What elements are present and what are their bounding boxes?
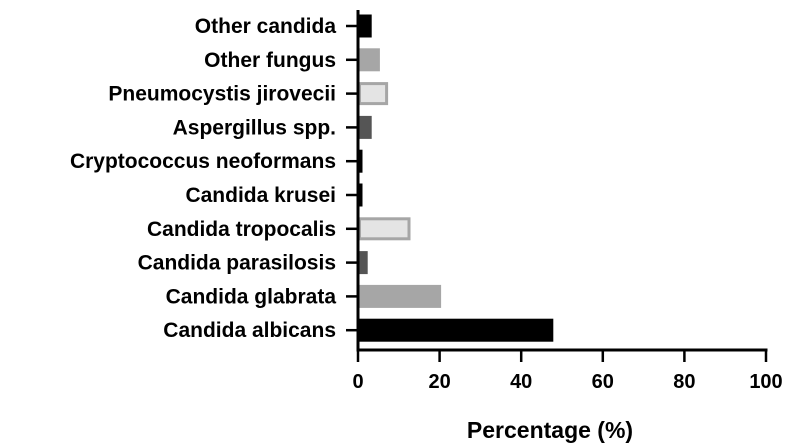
category-label: Other fungus: [204, 49, 336, 72]
x-tick-label: 100: [749, 371, 782, 393]
category-label: Candida parasilosis: [138, 252, 336, 275]
bar: [358, 284, 442, 308]
x-tick-label: 60: [592, 371, 614, 393]
category-label: Other candida: [195, 15, 337, 38]
bar: [358, 318, 554, 342]
x-tick-label: 40: [510, 371, 532, 393]
category-label: Cryptococcus neoformans: [70, 150, 336, 173]
category-label: Aspergillus spp.: [173, 116, 336, 139]
x-tick-label: 20: [428, 371, 450, 393]
x-tick-labels: 0 20 40 60 80 100: [352, 371, 782, 393]
category-label: Candida krusei: [185, 184, 336, 207]
bar: [358, 115, 372, 139]
bar: [358, 217, 411, 241]
bar: [358, 48, 380, 72]
bar: [358, 14, 372, 38]
bars-group: [358, 14, 554, 342]
category-label: Candida glabrata: [166, 285, 337, 308]
x-tick-label: 0: [352, 371, 363, 393]
category-label: Pneumocystis jirovecii: [108, 83, 336, 106]
axes: [346, 10, 768, 362]
bar: [358, 251, 368, 275]
x-tick-label: 80: [673, 371, 695, 393]
category-label: Candida tropocalis: [147, 218, 336, 241]
bar: [358, 183, 363, 207]
category-labels: Other candida Other fungus Pneumocystis ji…: [70, 15, 336, 342]
x-axis-title: Percentage (%): [467, 417, 633, 443]
category-label: Candida albicans: [163, 319, 336, 342]
bar: [358, 82, 389, 106]
bar: [358, 149, 363, 173]
